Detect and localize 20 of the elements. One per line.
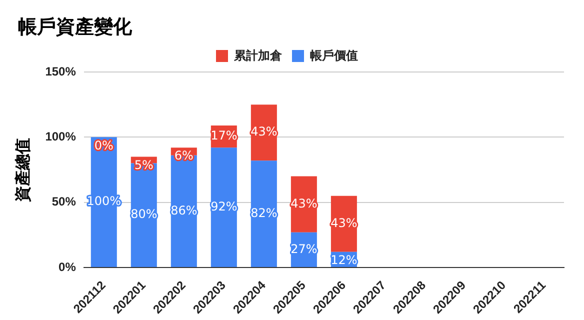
bar xyxy=(210,148,237,268)
y-tick-label: 100% xyxy=(45,129,76,144)
data-label: 43% xyxy=(290,196,318,210)
legend-label: 累計加倉 xyxy=(233,48,283,62)
data-label: 27% xyxy=(290,242,318,256)
data-label: 0% xyxy=(94,138,114,152)
data-label: 12% xyxy=(330,252,358,267)
y-tick-label: 50% xyxy=(52,194,76,209)
data-label: 80% xyxy=(130,207,158,222)
data-label: 17% xyxy=(210,128,238,143)
data-label: 92% xyxy=(210,199,238,214)
legend-label: 帳戶價值 xyxy=(310,48,358,62)
y-tick-label: 150% xyxy=(45,64,76,78)
chart-title: 帳戶資產變化 xyxy=(18,15,132,40)
data-label: 43% xyxy=(330,216,358,230)
data-label: 82% xyxy=(250,206,278,220)
data-label: 43% xyxy=(250,124,278,139)
y-tick-label: 0% xyxy=(58,260,76,274)
data-label: 86% xyxy=(170,203,198,218)
y-axis-title: 資產總值 xyxy=(14,138,32,203)
